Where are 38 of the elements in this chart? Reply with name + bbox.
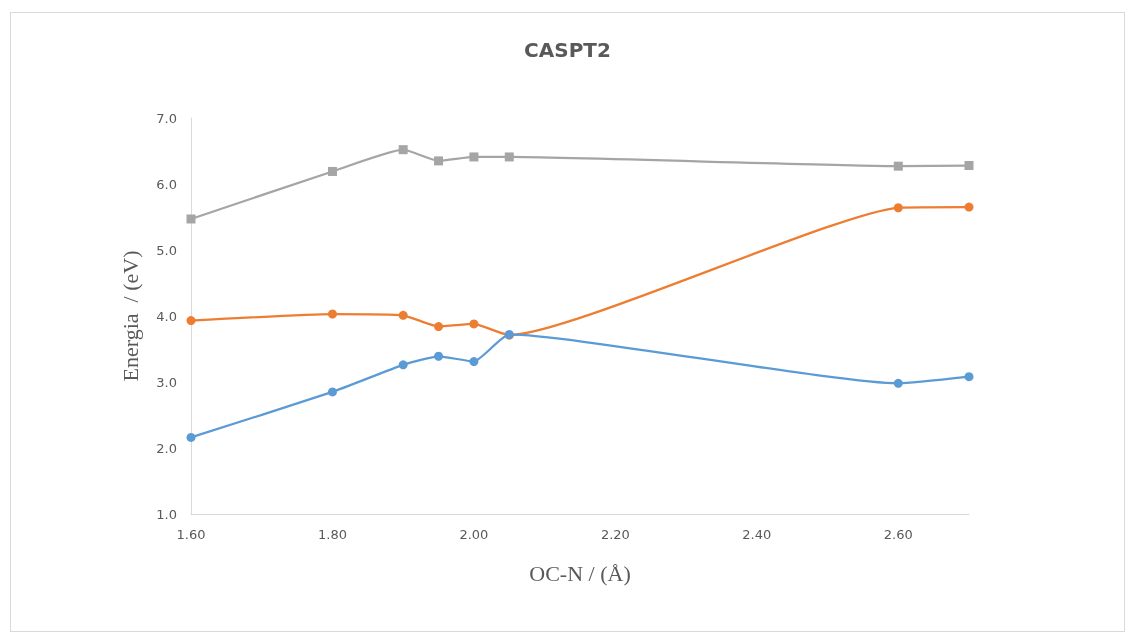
x-tick-label: 2.60 — [883, 527, 913, 542]
point — [964, 372, 974, 382]
point — [186, 316, 196, 326]
point — [893, 161, 903, 171]
y-tick-label: 1.0 — [156, 506, 177, 522]
point — [469, 319, 479, 329]
x-tick-label: 2.00 — [459, 527, 489, 542]
x-tick-label: 2.20 — [600, 527, 630, 542]
point — [469, 152, 479, 162]
point — [893, 378, 903, 388]
point — [434, 351, 444, 361]
y-tick-label: 3.0 — [156, 374, 177, 390]
point — [186, 432, 196, 442]
y-tick-label: 6.0 — [156, 176, 177, 192]
x-tick-label: 1.80 — [317, 527, 347, 542]
y-tick-label: 7.0 — [156, 110, 177, 126]
point — [434, 156, 444, 166]
point — [398, 360, 408, 370]
y-axis-title: Energia / (eV) — [117, 250, 143, 382]
x-axis-title: OC-N / (Å) — [529, 560, 631, 586]
point — [327, 309, 337, 319]
point — [327, 387, 337, 397]
x-tick-label: 1.60 — [176, 527, 206, 542]
point — [398, 310, 408, 320]
chart-title: CASPT2 — [524, 38, 611, 62]
y-tick-label: 5.0 — [156, 242, 177, 258]
point — [964, 161, 974, 171]
point — [469, 357, 479, 367]
point — [504, 152, 514, 162]
point — [398, 145, 408, 155]
point — [327, 166, 337, 176]
point — [893, 203, 903, 213]
x-tick-label: 2.40 — [742, 527, 772, 542]
y-tick-label: 4.0 — [156, 308, 177, 324]
point — [964, 202, 974, 212]
y-tick-label: 2.0 — [156, 440, 177, 456]
point — [186, 214, 196, 224]
point — [434, 322, 444, 332]
